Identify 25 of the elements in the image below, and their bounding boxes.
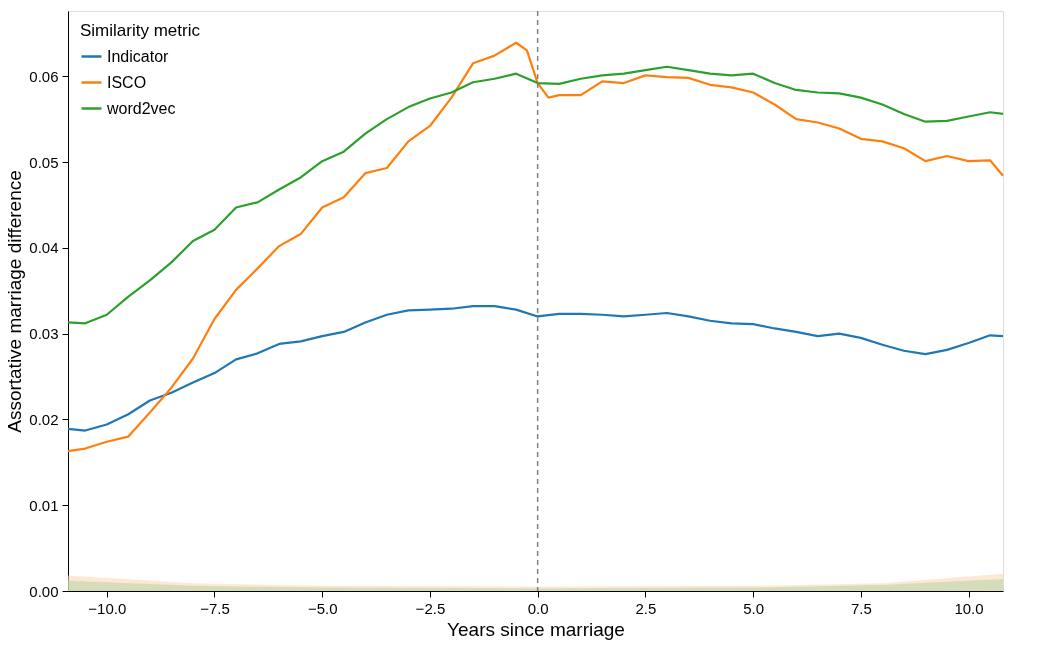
x-tick-label: −10.0 [88, 599, 127, 617]
y-tick-label: 0.04 [29, 239, 59, 257]
y-tick-label: 0.05 [29, 153, 59, 171]
y-tick-label: 0.03 [29, 325, 59, 343]
x-tick-label: −7.5 [200, 599, 230, 617]
y-tick-label: 0.02 [29, 410, 59, 428]
line-series [66, 41, 1005, 453]
y-tick-label: 0.00 [29, 582, 59, 600]
x-tick-label: 2.5 [635, 599, 657, 617]
x-tick-label: 0.0 [527, 599, 549, 617]
legend-title: Similarity metric [80, 21, 201, 40]
x-tick-label: 5.0 [743, 599, 765, 617]
x-axis-title: Years since marriage [447, 618, 625, 640]
y-tick-label: 0.06 [29, 67, 59, 85]
line-series [66, 65, 1005, 325]
x-tick-label: −2.5 [415, 599, 446, 617]
y-axis-title: Assortative marriage difference [4, 170, 26, 433]
legend-label: word2vec [106, 99, 176, 117]
legend-label: ISCO [107, 73, 147, 91]
x-tick-label: 7.5 [850, 599, 872, 617]
line-series [66, 305, 1005, 432]
legend-label: Indicator [107, 47, 170, 65]
x-tick-label: −5.0 [307, 599, 338, 617]
y-tick-label: 0.01 [29, 496, 59, 514]
x-tick-label: 10.0 [954, 599, 984, 617]
